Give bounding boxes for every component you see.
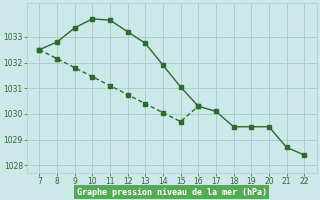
X-axis label: Graphe pression niveau de la mer (hPa): Graphe pression niveau de la mer (hPa) — [77, 188, 267, 197]
